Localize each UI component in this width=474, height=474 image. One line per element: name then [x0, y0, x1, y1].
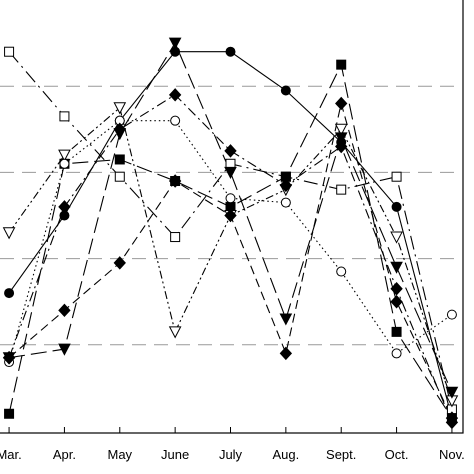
- data-point-filled-circle: [391, 201, 402, 212]
- data-point-open-square: [114, 171, 125, 182]
- x-tick-label: Sept.: [326, 447, 356, 462]
- plot-frame: [0, 0, 464, 434]
- x-tick-label: May: [108, 447, 133, 462]
- series-markers: [2, 37, 459, 430]
- data-point-open-circle: [170, 115, 181, 126]
- data-point-down-triangle-open: [113, 102, 127, 115]
- data-point-down-triangle-open: [168, 326, 182, 339]
- x-tick-label: Aug.: [272, 447, 299, 462]
- data-point-filled-diamond: [113, 256, 126, 270]
- x-tick-label: Oct.: [385, 447, 409, 462]
- data-point-open-square: [4, 46, 15, 57]
- data-point-filled-square: [336, 59, 347, 70]
- data-point-down-triangle-filled: [224, 166, 237, 179]
- data-point-filled-diamond: [335, 96, 348, 111]
- data-point-filled-diamond: [58, 303, 71, 318]
- data-point-open-square: [336, 184, 347, 195]
- data-point-filled-diamond: [113, 122, 126, 137]
- data-point-filled-circle: [4, 288, 15, 299]
- series-line-8: [8, 94, 453, 423]
- data-point-filled-diamond: [390, 294, 403, 309]
- data-point-down-triangle-open: [58, 149, 71, 162]
- data-point-open-circle: [280, 197, 291, 208]
- data-point-down-triangle-filled: [279, 313, 293, 326]
- data-point-down-triangle-filled: [168, 37, 182, 50]
- data-point-open-square: [391, 171, 402, 182]
- data-point-open-circle: [225, 193, 236, 204]
- x-tick-label: July: [219, 447, 243, 462]
- data-point-filled-diamond: [58, 200, 71, 214]
- x-tick-labels: Mar. Apr. May June July Aug. Sept. Oct. Nov.: [0, 447, 465, 462]
- data-point-down-triangle-filled: [58, 343, 71, 356]
- data-point-down-triangle-open: [390, 231, 403, 244]
- data-point-filled-diamond: [168, 174, 182, 188]
- data-point-filled-diamond: [335, 139, 348, 154]
- data-point-down-triangle-filled: [445, 386, 459, 399]
- data-point-open-circle: [59, 158, 70, 169]
- series-lines: [8, 41, 453, 423]
- data-point-filled-diamond: [2, 350, 16, 365]
- data-point-filled-diamond: [279, 178, 293, 193]
- data-point-filled-diamond: [224, 208, 237, 223]
- series-line-1: [8, 51, 453, 419]
- x-tick-label: Mar.: [0, 447, 22, 462]
- x-tick-label: June: [161, 447, 189, 462]
- data-point-down-triangle-open: [2, 227, 16, 240]
- x-axis: [8, 427, 453, 433]
- data-point-filled-diamond: [390, 282, 403, 296]
- data-point-filled-diamond: [168, 88, 182, 102]
- data-point-filled-diamond: [224, 144, 237, 158]
- data-point-filled-circle: [280, 85, 291, 96]
- data-point-open-circle: [391, 348, 402, 359]
- data-point-filled-square: [391, 326, 402, 337]
- data-point-down-triangle-filled: [390, 261, 403, 274]
- data-point-open-circle: [446, 309, 457, 320]
- data-point-filled-square: [4, 408, 15, 419]
- data-point-open-circle: [336, 266, 347, 277]
- data-point-down-triangle-filled: [334, 132, 348, 145]
- data-point-filled-circle: [225, 46, 236, 57]
- series-line-2: [8, 51, 453, 410]
- x-tick-label: Nov.: [439, 447, 465, 462]
- data-point-open-square: [59, 111, 70, 122]
- data-point-filled-diamond: [279, 346, 293, 361]
- data-point-down-triangle-open: [334, 123, 348, 136]
- x-tick-label: Apr.: [53, 447, 76, 462]
- data-point-filled-square: [114, 154, 125, 165]
- data-point-open-square: [170, 232, 181, 243]
